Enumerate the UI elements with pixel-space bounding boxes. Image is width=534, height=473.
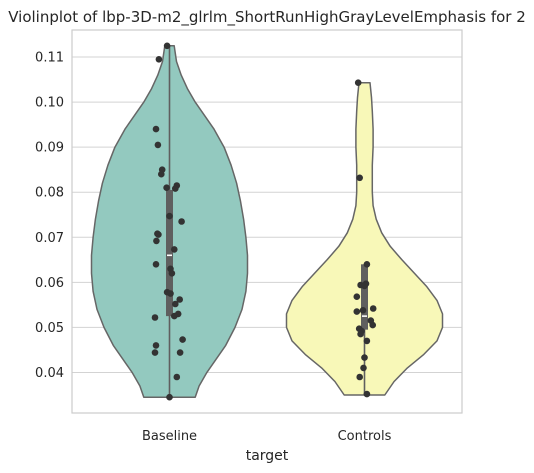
data-point	[360, 307, 367, 314]
data-point	[153, 126, 160, 133]
x-tick-label: Baseline	[142, 429, 197, 444]
data-point	[153, 342, 160, 349]
data-point	[153, 238, 160, 245]
data-point	[369, 322, 376, 329]
chart-title: Violinplot of lbp-3D-m2_glrlm_ShortRunHi…	[8, 8, 526, 27]
data-point	[172, 185, 179, 192]
data-point	[171, 246, 178, 253]
data-point	[171, 313, 178, 320]
data-point	[167, 290, 174, 297]
data-point	[177, 349, 184, 356]
data-point	[361, 283, 368, 290]
y-tick-label: 0.06	[35, 276, 64, 291]
y-tick-label: 0.04	[35, 366, 64, 381]
data-point	[179, 336, 186, 343]
data-point	[163, 184, 170, 191]
data-point	[169, 270, 176, 277]
data-point	[357, 331, 364, 338]
iqr-box-controls	[361, 264, 368, 329]
data-point	[166, 213, 173, 220]
x-axis-ticks: Baseline Controls	[142, 429, 392, 444]
data-point	[152, 349, 159, 356]
data-point	[370, 305, 377, 312]
y-tick-label: 0.10	[35, 96, 64, 111]
x-tick-label: Controls	[338, 429, 392, 444]
data-point	[364, 391, 371, 398]
data-point	[155, 142, 162, 149]
data-point	[164, 43, 171, 50]
data-point	[172, 301, 179, 308]
data-point	[364, 261, 371, 268]
data-point	[153, 261, 160, 268]
data-point	[354, 293, 361, 300]
data-point	[360, 365, 367, 372]
violins	[92, 46, 443, 397]
y-tick-label: 0.07	[35, 231, 64, 246]
data-point	[364, 338, 371, 345]
data-point	[156, 56, 163, 63]
y-tick-label: 0.05	[35, 321, 64, 336]
data-point	[152, 314, 159, 321]
x-axis-label: target	[246, 448, 289, 464]
y-tick-label: 0.11	[35, 51, 64, 66]
data-point	[166, 394, 173, 401]
data-point	[355, 79, 362, 86]
y-tick-label: 0.08	[35, 186, 64, 201]
data-point	[178, 218, 185, 225]
data-point	[361, 354, 368, 361]
y-axis-ticks: 0.04 0.05 0.06 0.07 0.08 0.09 0.10 0.11	[35, 51, 64, 381]
iqr-box-baseline	[166, 190, 173, 316]
data-point	[174, 374, 181, 381]
data-point	[356, 175, 363, 182]
data-point	[158, 171, 165, 178]
data-point	[356, 374, 363, 381]
y-tick-label: 0.09	[35, 141, 64, 156]
data-point	[155, 231, 162, 238]
data-point	[354, 308, 361, 315]
